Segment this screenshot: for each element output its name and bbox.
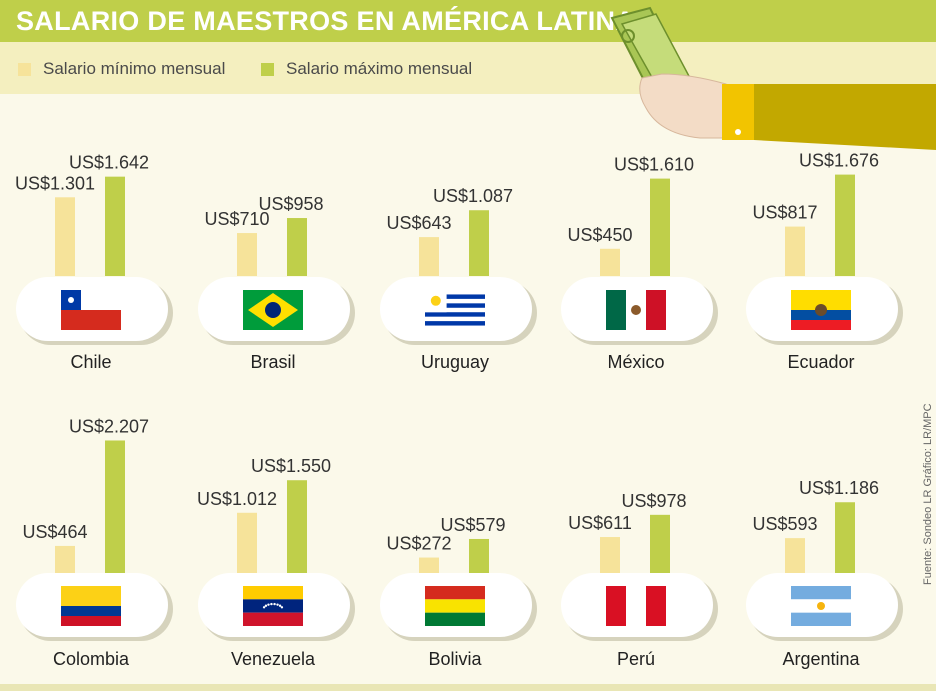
- uruguay-flag-icon: [425, 290, 485, 330]
- brazil-flag-icon: [243, 290, 303, 330]
- value-label-max: US$958: [258, 194, 323, 214]
- value-label-max: US$2.207: [69, 416, 149, 436]
- bar-min: [785, 538, 805, 574]
- legend-swatch-max: [261, 62, 274, 76]
- value-label-max: US$978: [621, 491, 686, 511]
- value-label-min: US$450: [567, 225, 632, 245]
- hand-with-money-icon: [610, 6, 936, 150]
- value-label-max: US$1.186: [799, 478, 879, 498]
- country-name: Ecuador: [787, 352, 854, 372]
- country-name: Uruguay: [421, 352, 489, 372]
- country-panel-mexico: US$450 US$1.610 México: [561, 155, 718, 372]
- value-label-min: US$1.012: [197, 489, 277, 509]
- value-label-min: US$817: [752, 203, 817, 223]
- value-label-max: US$579: [440, 515, 505, 535]
- chile-flag-icon: [61, 290, 121, 330]
- value-label-min: US$272: [386, 534, 451, 554]
- value-label-max: US$1.642: [69, 153, 149, 173]
- chart-title: SALARIO DE MAESTROS EN AMÉRICA LATINA: [16, 6, 636, 36]
- country-name: México: [607, 352, 664, 372]
- country-name: Bolivia: [428, 649, 482, 669]
- legend-label-max: Salario máximo mensual: [286, 59, 473, 78]
- bottom-band: [0, 684, 936, 691]
- bar-min: [785, 226, 805, 276]
- legend-item-max: Salario máximo mensual: [261, 59, 472, 79]
- bar-max: [105, 440, 125, 574]
- bar-min: [55, 545, 75, 574]
- value-label-min: US$593: [752, 514, 817, 534]
- bar-max: [469, 538, 489, 574]
- value-label-max: US$1.610: [614, 155, 694, 175]
- country-name: Argentina: [782, 649, 860, 669]
- ecuador-flag-icon: [791, 290, 851, 330]
- country-name: Perú: [617, 649, 655, 669]
- value-label-min: US$464: [22, 522, 87, 542]
- bar-max: [469, 210, 489, 276]
- argentina-flag-icon: [791, 586, 851, 626]
- value-label-max: US$1.676: [799, 151, 879, 171]
- country-panel-uruguay: US$643 US$1.087 Uruguay: [380, 186, 537, 372]
- bar-min: [55, 197, 75, 276]
- source-note: Fuente: Sondeo LR Gráfico: LR/MPC: [922, 403, 934, 585]
- country-name: Chile: [70, 352, 111, 372]
- bar-min: [600, 537, 620, 574]
- bar-max: [287, 480, 307, 574]
- legend-item-min: Salario mínimo mensual: [18, 59, 225, 79]
- bar-min: [237, 512, 257, 574]
- value-label-min: US$611: [568, 513, 632, 533]
- bar-max: [105, 176, 125, 276]
- mexico-flag-icon: [606, 290, 666, 330]
- country-name: Brasil: [250, 352, 295, 372]
- bar-max: [835, 174, 855, 276]
- country-panel-argentina: US$593 US$1.186 Argentina: [746, 478, 903, 669]
- venezuela-flag-icon: [243, 586, 303, 626]
- bar-max: [650, 514, 670, 574]
- bar-max: [650, 178, 670, 276]
- bar-min: [237, 233, 257, 276]
- country-name: Venezuela: [231, 649, 316, 669]
- bar-min: [419, 237, 439, 276]
- legend-swatch-min: [18, 62, 31, 76]
- country-panel-colombia: US$464 US$2.207 Colombia: [16, 416, 173, 669]
- value-label-min: US$1.301: [15, 173, 95, 193]
- value-label-min: US$643: [386, 213, 451, 233]
- colombia-flag-icon: [61, 586, 121, 626]
- country-name: Colombia: [53, 649, 130, 669]
- value-label-min: US$710: [204, 209, 269, 229]
- country-panel-venezuela: US$1.012 US$1.550 Venezuela: [197, 456, 355, 669]
- bar-min: [419, 557, 439, 574]
- title-band: [0, 0, 936, 42]
- value-label-max: US$1.087: [433, 186, 513, 206]
- country-panel-ecuador: US$817 US$1.676 Ecuador: [746, 151, 903, 372]
- bar-max: [287, 218, 307, 276]
- value-label-max: US$1.550: [251, 456, 331, 476]
- bar-max: [835, 502, 855, 574]
- bolivia-flag-icon: [425, 586, 485, 626]
- bar-min: [600, 248, 620, 276]
- legend-label-min: Salario mínimo mensual: [43, 59, 226, 78]
- peru-flag-icon: [606, 586, 666, 626]
